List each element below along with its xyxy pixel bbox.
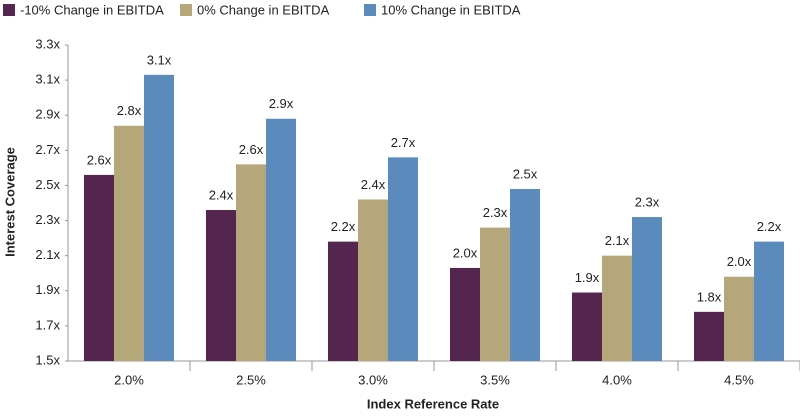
x-tick-label: 3.5%: [480, 372, 510, 387]
legend-label: -10% Change in EBITDA: [20, 2, 164, 17]
legend-swatch: [364, 4, 376, 16]
legend-label: 10% Change in EBITDA: [381, 2, 521, 17]
x-tick-label: 2.5%: [236, 372, 266, 387]
bar: [724, 276, 754, 361]
value-label: 1.9x: [575, 270, 600, 285]
bar: [84, 174, 114, 361]
y-tick-label: 3.1x: [35, 72, 60, 87]
bar: [480, 227, 510, 361]
x-axis-title: Index Reference Rate: [367, 396, 499, 411]
value-label: 2.2x: [757, 219, 782, 234]
value-label: 2.5x: [513, 166, 538, 181]
value-label: 2.3x: [635, 194, 660, 209]
x-tick-label: 4.0%: [602, 372, 632, 387]
value-label: 2.4x: [209, 187, 234, 202]
bar: [328, 241, 358, 361]
y-axis-title: Interest Coverage: [2, 147, 17, 257]
bar: [694, 311, 724, 361]
bar: [114, 125, 144, 361]
x-tick-label: 4.5%: [724, 372, 754, 387]
bar: [450, 267, 480, 361]
value-label: 2.6x: [87, 152, 112, 167]
x-tick-label: 2.0%: [114, 372, 144, 387]
bar: [236, 164, 266, 361]
bar: [572, 292, 602, 361]
y-tick-label: 1.7x: [35, 317, 60, 332]
bar: [266, 118, 296, 361]
y-tick-label: 2.5x: [35, 177, 60, 192]
y-tick-label: 1.5x: [35, 352, 60, 367]
y-tick-label: 2.3x: [35, 212, 60, 227]
bar: [206, 210, 236, 361]
value-label: 2.6x: [239, 142, 264, 157]
value-label: 2.0x: [727, 254, 752, 269]
bar: [510, 188, 540, 361]
value-label: 2.1x: [605, 233, 630, 248]
value-label: 2.0x: [453, 245, 478, 260]
y-tick-label: 3.3x: [35, 36, 60, 51]
bar: [144, 74, 174, 361]
value-label: 2.3x: [483, 205, 508, 220]
y-tick-label: 2.7x: [35, 142, 60, 157]
bar: [388, 157, 418, 361]
value-label: 2.4x: [361, 177, 386, 192]
legend-label: 0% Change in EBITDA: [197, 2, 330, 17]
value-label: 2.9x: [269, 96, 294, 111]
bar: [358, 199, 388, 361]
y-tick-label: 1.9x: [35, 282, 60, 297]
value-label: 1.8x: [697, 289, 722, 304]
bar: [602, 255, 632, 361]
bar: [632, 217, 662, 361]
legend-swatch: [180, 4, 192, 16]
value-label: 2.7x: [391, 135, 416, 150]
bar: [754, 241, 784, 361]
legend-swatch: [3, 4, 15, 16]
y-tick-label: 2.1x: [35, 247, 60, 262]
value-label: 3.1x: [147, 52, 172, 67]
value-label: 2.2x: [331, 219, 356, 234]
x-tick-label: 3.0%: [358, 372, 388, 387]
value-label: 2.8x: [117, 103, 142, 118]
y-tick-label: 2.9x: [35, 107, 60, 122]
